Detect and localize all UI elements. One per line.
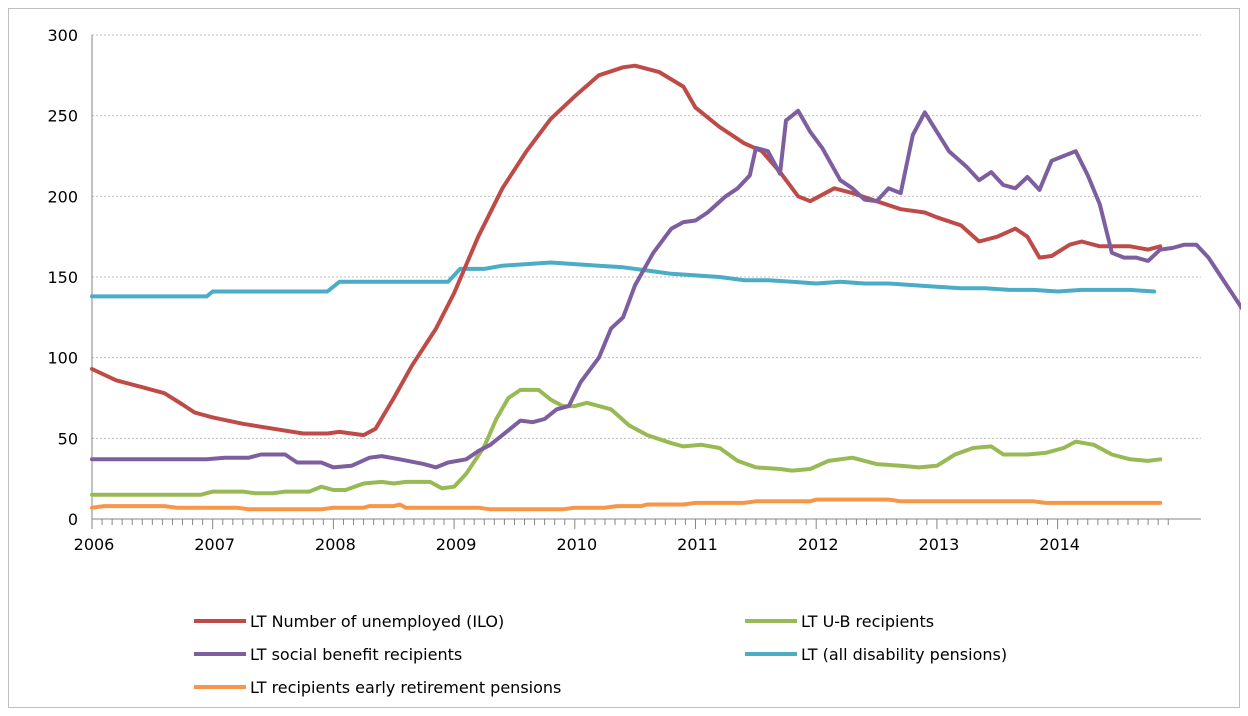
x-tick-label: 2009 xyxy=(436,535,477,554)
y-tick-label: 200 xyxy=(47,187,78,206)
y-tick-label: 150 xyxy=(47,268,78,287)
y-tick-label: 250 xyxy=(47,107,78,126)
series-line-3 xyxy=(90,260,1157,299)
line-chart: 0 50 100 150 200 250 300 2006 2007 2008 2009 2010 20… xyxy=(47,26,1241,697)
legend-label-4: LT recipients early retirement pensions xyxy=(250,678,561,697)
y-tick-label: 50 xyxy=(58,429,78,448)
y-tick-label: 300 xyxy=(47,26,78,45)
series-line-0 xyxy=(90,63,1163,438)
x-tick-label: 2007 xyxy=(194,535,235,554)
legend-label-1: LT U-B recipients xyxy=(801,612,934,631)
legend-label-3: LT (all disability pensions) xyxy=(801,645,1007,664)
series-line-4 xyxy=(90,497,1163,512)
chart-frame: 0 50 100 150 200 250 300 2006 2007 2008 2009 2010 20… xyxy=(8,8,1241,708)
gridlines xyxy=(92,34,1201,439)
x-tick-label: 2006 xyxy=(74,535,115,554)
x-tick-label: 2012 xyxy=(798,535,839,554)
series-lines xyxy=(90,63,1241,512)
series-line-2 xyxy=(90,108,1241,470)
x-tick-label: 2013 xyxy=(919,535,960,554)
legend-label-2: LT social benefit recipients xyxy=(250,645,462,664)
series-line-1 xyxy=(90,387,1163,497)
x-tick-label: 2008 xyxy=(315,535,356,554)
x-tick-label: 2011 xyxy=(677,535,718,554)
axes: 0 50 100 150 200 250 300 2006 2007 2008 2009 2010 20… xyxy=(47,26,1201,554)
x-tick-label: 2014 xyxy=(1039,535,1080,554)
y-tick-label: 100 xyxy=(47,349,78,368)
x-tick-label: 2010 xyxy=(556,535,597,554)
y-tick-label: 0 xyxy=(68,510,78,529)
legend: LT Number of unemployed (ILO) LT U-B reci… xyxy=(194,612,1007,697)
legend-label-0: LT Number of unemployed (ILO) xyxy=(250,612,504,631)
